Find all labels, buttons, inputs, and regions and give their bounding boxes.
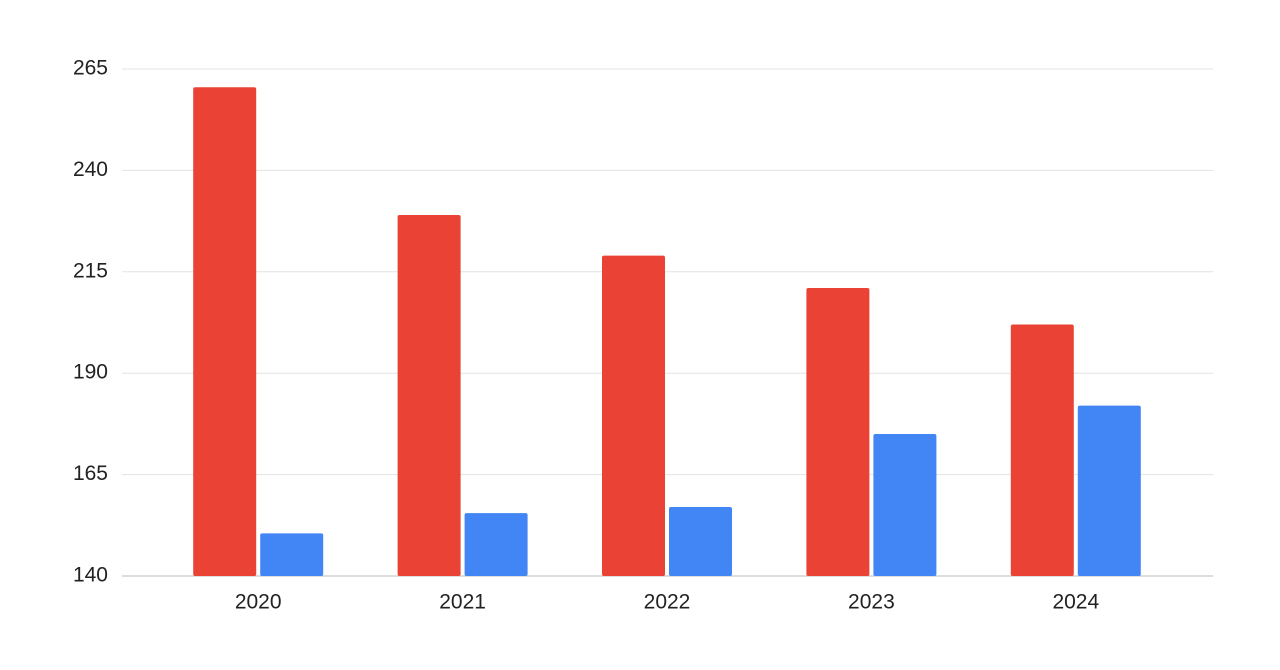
x-tick-label: 2022 — [644, 591, 691, 614]
bar — [193, 87, 257, 576]
bar — [260, 533, 324, 576]
y-tick-label: 240 — [73, 158, 108, 181]
bar — [464, 513, 528, 576]
y-tick-label: 165 — [73, 462, 108, 485]
y-tick-label: 140 — [73, 564, 108, 587]
bar — [602, 255, 665, 577]
bar — [1077, 405, 1141, 576]
bar — [873, 434, 937, 576]
x-tick-label: 2020 — [235, 591, 282, 614]
y-tick-label: 215 — [73, 259, 108, 282]
bar — [806, 288, 870, 576]
x-tick-label: 2023 — [848, 591, 895, 614]
x-tick-label: 2024 — [1052, 591, 1099, 614]
bar — [397, 215, 461, 577]
bar — [669, 507, 732, 576]
y-tick-label: 190 — [73, 361, 108, 384]
bar — [1010, 324, 1074, 576]
x-tick-label: 2021 — [439, 591, 486, 614]
y-tick-label: 265 — [73, 57, 108, 80]
